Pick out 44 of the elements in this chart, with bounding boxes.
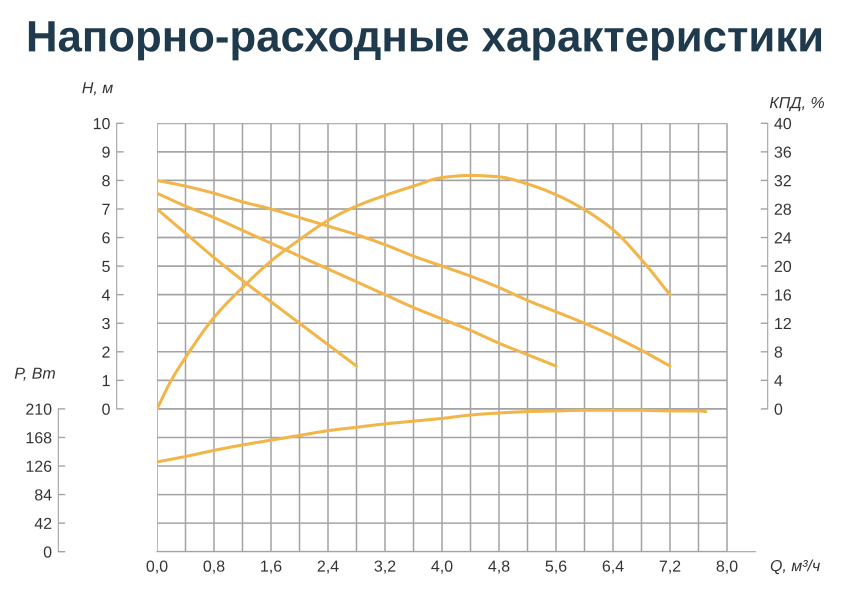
y-tick-label: 5 [102,260,110,272]
x-tick-label: 5,6 [546,560,566,574]
x-tick-label: 4,8 [488,560,510,574]
x-tick-label: 6,4 [602,560,624,574]
y2-tick-label: 20 [774,260,792,272]
y2-tick-label: 36 [774,146,792,158]
y2-axis-title: КПД, % [770,96,824,112]
y-tick-label: 1 [102,375,110,386]
x-tick-label: 0,0 [146,560,168,574]
y3-axis-title: P, Вт [14,368,55,381]
x-tick-label: 7,2 [660,560,680,574]
y-tick-label: 0 [102,404,110,415]
x-tick-label: 2,4 [318,560,339,574]
y-tick-label: 9 [102,146,110,158]
x-tick-label: 0,8 [204,560,224,574]
y-tick-label: 6 [102,232,110,244]
y3-tick-label: 84 [34,489,52,501]
y3-tick-label: 42 [34,518,52,529]
x-axis-title: Q, м³/ч [770,560,820,574]
y2-tick-label: 16 [775,289,792,301]
chart-title: Напорно-расходные характеристики [28,21,822,60]
y-tick-label: 7 [102,204,110,215]
y2-tick-label: 0 [774,404,782,415]
y2-tick-label: 32 [774,175,791,186]
y3-tick-label: 168 [26,432,52,444]
y-tick-label: 8 [102,175,110,186]
y3-tick-label: 210 [26,404,52,415]
y-axis-title: H, м [82,82,113,96]
y2-tick-label: 28 [774,204,792,215]
y2-tick-label: 40 [774,118,792,130]
y-tick-label: 2 [102,346,110,358]
y-tick-label: 4 [102,289,110,300]
y2-tick-label: 12 [775,318,791,330]
y2-tick-label: 4 [774,375,782,386]
y2-tick-label: 24 [774,232,792,244]
y-tick-label: 10 [94,118,110,130]
x-tick-label: 8,0 [716,560,738,574]
y3-tick-label: 0 [44,546,52,558]
x-tick-label: 1,6 [261,560,282,574]
x-tick-label: 4,0 [431,560,452,574]
y3-tick-label: 126 [26,460,52,472]
y2-tick-label: 8 [774,346,782,358]
y-tick-label: 3 [102,318,110,330]
x-tick-label: 3,2 [374,560,396,574]
